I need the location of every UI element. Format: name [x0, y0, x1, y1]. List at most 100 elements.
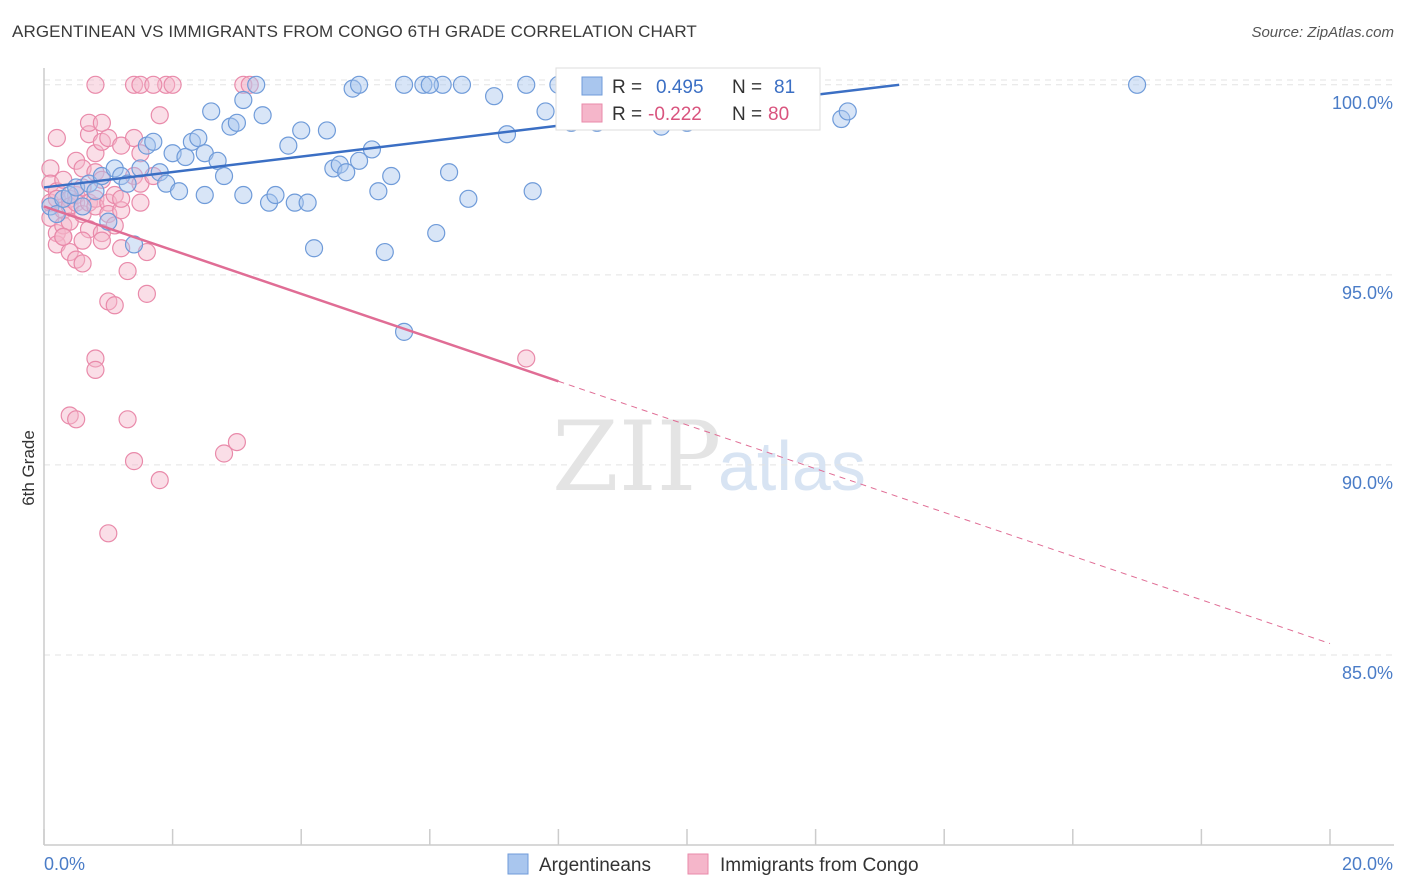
- argentinean-point-28: [214, 166, 234, 186]
- argentinean-point-38: [285, 193, 304, 212]
- argentinean-point-39: [292, 121, 311, 140]
- legend-swatch-blue: [581, 76, 603, 96]
- argentinean-point-33: [247, 75, 266, 94]
- congo-point-62: [163, 75, 182, 94]
- argentinean-point-75: [832, 109, 851, 129]
- argentinean-point-51: [375, 242, 394, 262]
- congo-point-0: [41, 159, 60, 178]
- y-tick-label-2: 90.0%: [1342, 473, 1393, 493]
- stat-r-value-pink: -0.222: [648, 104, 702, 125]
- x-tick-label-0: 0.0%: [44, 854, 85, 874]
- argentinean-points: [41, 75, 1147, 341]
- argentinean-point-26: [202, 102, 221, 121]
- congo-point-70: [124, 452, 144, 471]
- argentinean-point-30: [227, 113, 246, 132]
- stats-legend: R = 0.495 N = 81 R = -0.222 N = 80: [555, 67, 821, 131]
- congo-point-68: [67, 410, 86, 429]
- y-tick-label-0: 100.0%: [1332, 93, 1393, 113]
- argentinean-point-55: [427, 223, 446, 243]
- congo-point-61: [144, 75, 163, 94]
- argentinean-point-35: [259, 193, 279, 212]
- argentinean-point-61: [497, 125, 517, 144]
- congo-point-43: [105, 296, 124, 315]
- congo-point-64: [240, 75, 259, 94]
- argentinean-point-10: [105, 159, 124, 178]
- congo-point-73: [214, 444, 234, 463]
- congo-point-71: [150, 471, 169, 490]
- argentinean-point-78: [394, 75, 414, 94]
- argentinean-point-40: [298, 193, 317, 212]
- congo-point-78: [112, 189, 131, 208]
- congo-point-51: [131, 144, 150, 163]
- bottom-legend-swatch-pink: [687, 853, 709, 875]
- x-tick-label-1: 20.0%: [1342, 854, 1393, 874]
- stat-n-label-pink: N =: [732, 104, 762, 125]
- bottom-legend-label-argentineans: Argentineans: [539, 855, 651, 876]
- argentinean-point-25: [195, 185, 214, 205]
- argentinean-point-12: [118, 174, 137, 193]
- congo-points: [41, 75, 536, 543]
- argentinean-point-44: [330, 155, 349, 174]
- congo-point-16: [60, 242, 79, 262]
- congo-point-57: [157, 75, 176, 94]
- congo-point-77: [73, 231, 92, 250]
- y-tick-label-3: 85.0%: [1342, 663, 1393, 683]
- argentinean-point-76: [838, 102, 857, 121]
- argentinean-point-37: [279, 136, 298, 155]
- tick-labels: 100.0% 95.0% 90.0% 85.0% 0.0% 20.0%: [44, 93, 1393, 874]
- argentinean-point-48: [349, 75, 369, 94]
- congo-point-60: [131, 75, 150, 94]
- congo-point-66: [86, 360, 105, 379]
- congo-point-79: [92, 113, 111, 132]
- congo-trend-line: [43, 205, 559, 383]
- argentinean-point-21: [176, 147, 195, 167]
- argentinean-point-52: [382, 166, 401, 186]
- argentinean-point-47: [349, 151, 369, 170]
- argentinean-point-34: [253, 106, 272, 125]
- y-tick-label-1: 95.0%: [1342, 283, 1393, 303]
- congo-point-53: [137, 284, 156, 303]
- y-axis-label: 6th Grade: [19, 430, 38, 506]
- stat-n-label-blue: N =: [732, 77, 762, 98]
- congo-point-29: [86, 144, 105, 163]
- congo-point-58: [86, 75, 105, 94]
- argentinean-point-59: [459, 189, 478, 208]
- argentinean-point-45: [337, 163, 356, 182]
- argentinean-point-79: [420, 75, 439, 94]
- argentinean-point-5: [73, 197, 92, 216]
- congo-point-69: [118, 410, 137, 429]
- legend-swatch-pink: [581, 103, 603, 123]
- congo-point-63: [234, 75, 253, 94]
- stat-r-value-blue: 0.495: [656, 77, 704, 98]
- congo-point-72: [99, 524, 118, 543]
- argentinean-point-16: [144, 132, 163, 151]
- argentinean-point-54: [414, 75, 433, 94]
- congo-point-74: [227, 432, 246, 452]
- argentinean-point-77: [1127, 75, 1147, 94]
- argentinean-point-3: [60, 185, 79, 205]
- bottom-legend-label-congo: Immigrants from Congo: [720, 855, 919, 876]
- argentinean-point-63: [523, 182, 542, 201]
- argentinean-point-57: [439, 163, 459, 182]
- argentinean-point-64: [536, 102, 555, 121]
- argentinean-point-56: [433, 75, 452, 94]
- congo-point-75: [517, 349, 536, 368]
- trend-lines: [43, 83, 1331, 645]
- argentinean-point-42: [317, 121, 337, 140]
- stat-r-label-blue: R =: [612, 77, 642, 98]
- congo-point-23: [73, 254, 92, 273]
- congo-point-59: [124, 75, 144, 94]
- argentinean-point-23: [189, 128, 208, 148]
- argentinean-point-7: [86, 182, 105, 201]
- congo-point-50: [131, 193, 150, 212]
- argentinean-point-50: [369, 182, 388, 201]
- chart-title: ARGENTINEAN VS IMMIGRANTS FROM CONGO 6TH…: [12, 22, 697, 41]
- congo-point-35: [92, 231, 111, 250]
- watermark-zip: ZIP: [552, 401, 721, 513]
- stat-n-value-blue: 81: [774, 77, 795, 98]
- stat-r-label-pink: R =: [612, 104, 642, 125]
- congo-point-8: [47, 128, 66, 148]
- stat-n-value-pink: 80: [768, 104, 789, 125]
- congo-point-76: [54, 227, 73, 246]
